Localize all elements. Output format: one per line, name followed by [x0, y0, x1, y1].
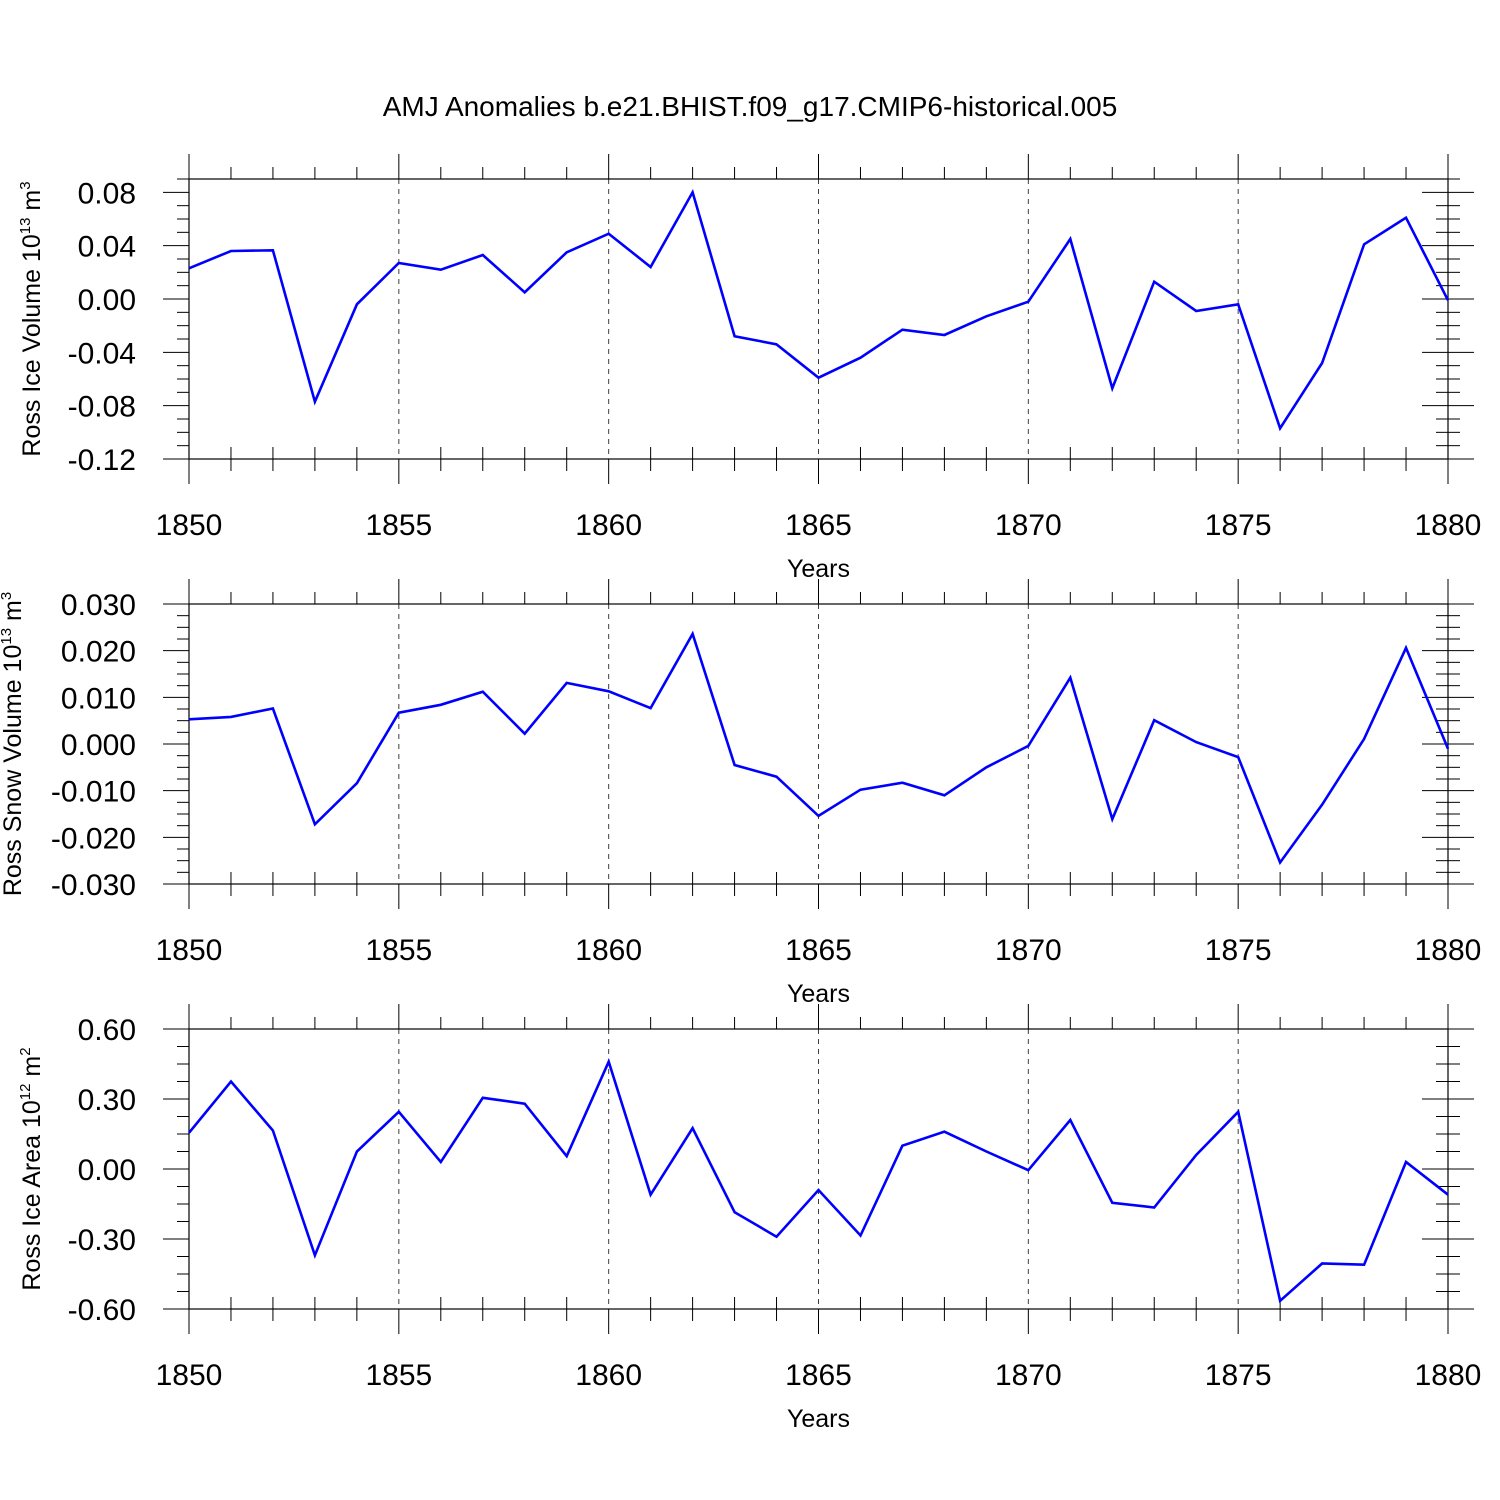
panel-1: 1850 1855 1860 1865 1870 1875 1880 Years 0.08 0.0…: [17, 154, 1481, 583]
y-axis-title-unit-exponent: 2: [17, 1047, 34, 1055]
x-tick-label: 1865: [785, 1359, 852, 1392]
y-axis-title-unit: m: [18, 1056, 46, 1084]
y-axis-title: Ross Snow Volume 1013 m3: [0, 592, 27, 896]
x-tick-label: 1860: [575, 509, 642, 542]
y-axis-title: Ross Ice Volume 1013 m3: [17, 181, 46, 456]
x-tick-label: 1870: [995, 1359, 1062, 1392]
y-tick-label: -0.030: [51, 869, 136, 902]
x-tick-label: 1880: [1415, 509, 1482, 542]
x-tick-label: 1880: [1415, 1359, 1482, 1392]
y-tick-label: 0.00: [78, 1154, 136, 1187]
y-tick-label: 0.020: [61, 636, 136, 669]
y-tick-label: -0.30: [68, 1224, 136, 1257]
x-tick-label: 1855: [365, 509, 432, 542]
y-axis-title-unit-exponent: 3: [0, 592, 15, 600]
x-tick-label: 1875: [1205, 509, 1272, 542]
x-tick-label: 1870: [995, 509, 1062, 542]
y-tick-label: 0.04: [78, 231, 136, 264]
panel-2: 1850 1855 1860 1865 1870 1875 1880 Years 0.030 0.…: [0, 579, 1481, 1008]
y-axis-title-main: Ross Ice Volume 10: [18, 234, 46, 456]
y-tick-label: 0.08: [78, 177, 136, 210]
y-tick-label: 0.30: [78, 1084, 136, 1117]
x-tick-label: 1850: [156, 1359, 223, 1392]
y-axis-title-unit: m: [18, 190, 46, 218]
y-tick-label: -0.12: [68, 444, 136, 477]
y-axis-title-main: Ross Ice Area 10: [18, 1100, 46, 1290]
panels: 1850 1855 1860 1865 1870 1875 1880 Years 0.08 0.0…: [0, 154, 1481, 1433]
y-axis-title-unit-exponent: 3: [17, 181, 34, 189]
y-tick-label: -0.020: [51, 822, 136, 855]
x-axis-title: Years: [787, 555, 850, 583]
y-tick-label: 0.030: [61, 589, 136, 622]
x-tick-label: 1860: [575, 934, 642, 967]
x-tick-label: 1860: [575, 1359, 642, 1392]
x-tick-label: 1855: [365, 934, 432, 967]
y-axis-title-exponent: 13: [0, 628, 15, 645]
x-tick-label: 1865: [785, 934, 852, 967]
x-tick-label: 1875: [1205, 1359, 1272, 1392]
x-tick-label: 1880: [1415, 934, 1482, 967]
x-axis-title: Years: [787, 980, 850, 1008]
y-tick-label: -0.08: [68, 391, 136, 424]
y-tick-label: -0.04: [68, 337, 136, 370]
y-axis-title-exponent: 12: [17, 1084, 34, 1101]
x-tick-label: 1850: [156, 934, 223, 967]
y-axis-title-main: Ross Snow Volume 10: [0, 645, 27, 897]
y-axis-title: Ross Ice Area 1012 m2: [17, 1047, 46, 1290]
x-tick-label: 1875: [1205, 934, 1272, 967]
x-tick-label: 1855: [365, 1359, 432, 1392]
panel-3: 1850 1855 1860 1865 1870 1875 1880 Years 0.60 0.3…: [17, 1004, 1481, 1433]
figure-title: AMJ Anomalies b.e21.BHIST.f09_g17.CMIP6-…: [383, 91, 1118, 122]
x-axis-title: Years: [787, 1405, 850, 1433]
x-tick-label: 1850: [156, 509, 223, 542]
y-tick-label: 0.00: [78, 284, 136, 317]
y-tick-label: 0.010: [61, 682, 136, 715]
y-tick-label: 0.000: [61, 729, 136, 762]
x-tick-label: 1870: [995, 934, 1062, 967]
y-axis-title-unit: m: [0, 600, 27, 628]
y-tick-label: -0.60: [68, 1294, 136, 1327]
y-axis-title-exponent: 13: [17, 218, 34, 235]
x-tick-label: 1865: [785, 509, 852, 542]
y-tick-label: -0.010: [51, 776, 136, 809]
y-tick-label: 0.60: [78, 1014, 136, 1047]
